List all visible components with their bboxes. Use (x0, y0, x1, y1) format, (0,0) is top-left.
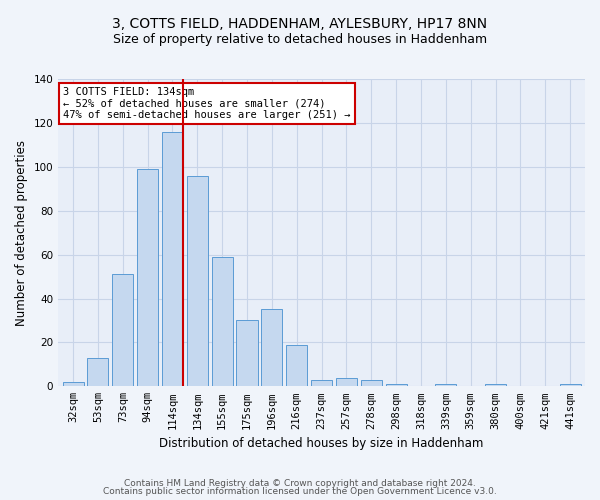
Bar (311, 380, 332, 386)
Bar (187, 176, 208, 386)
Text: Size of property relative to detached houses in Haddenham: Size of property relative to detached ho… (113, 32, 487, 46)
Bar (137, 169, 158, 386)
Bar (88, 358, 109, 386)
Text: Contains public sector information licensed under the Open Government Licence v3: Contains public sector information licen… (103, 487, 497, 496)
Bar (212, 257, 233, 386)
Y-axis label: Number of detached properties: Number of detached properties (15, 140, 28, 326)
Bar (361, 380, 382, 386)
Bar (112, 274, 133, 386)
Bar (262, 310, 283, 386)
X-axis label: Distribution of detached houses by size in Haddenham: Distribution of detached houses by size … (160, 437, 484, 450)
Text: Contains HM Land Registry data © Crown copyright and database right 2024.: Contains HM Land Registry data © Crown c… (124, 478, 476, 488)
Bar (236, 320, 257, 386)
Bar (435, 384, 457, 386)
Bar (286, 344, 307, 387)
Bar (386, 384, 407, 386)
Bar (336, 378, 357, 386)
Bar (485, 384, 506, 386)
Bar (62, 382, 83, 386)
Bar (560, 384, 581, 386)
Text: 3, COTTS FIELD, HADDENHAM, AYLESBURY, HP17 8NN: 3, COTTS FIELD, HADDENHAM, AYLESBURY, HP… (112, 18, 488, 32)
Text: 3 COTTS FIELD: 134sqm
← 52% of detached houses are smaller (274)
47% of semi-det: 3 COTTS FIELD: 134sqm ← 52% of detached … (64, 86, 351, 120)
Bar (162, 132, 183, 386)
